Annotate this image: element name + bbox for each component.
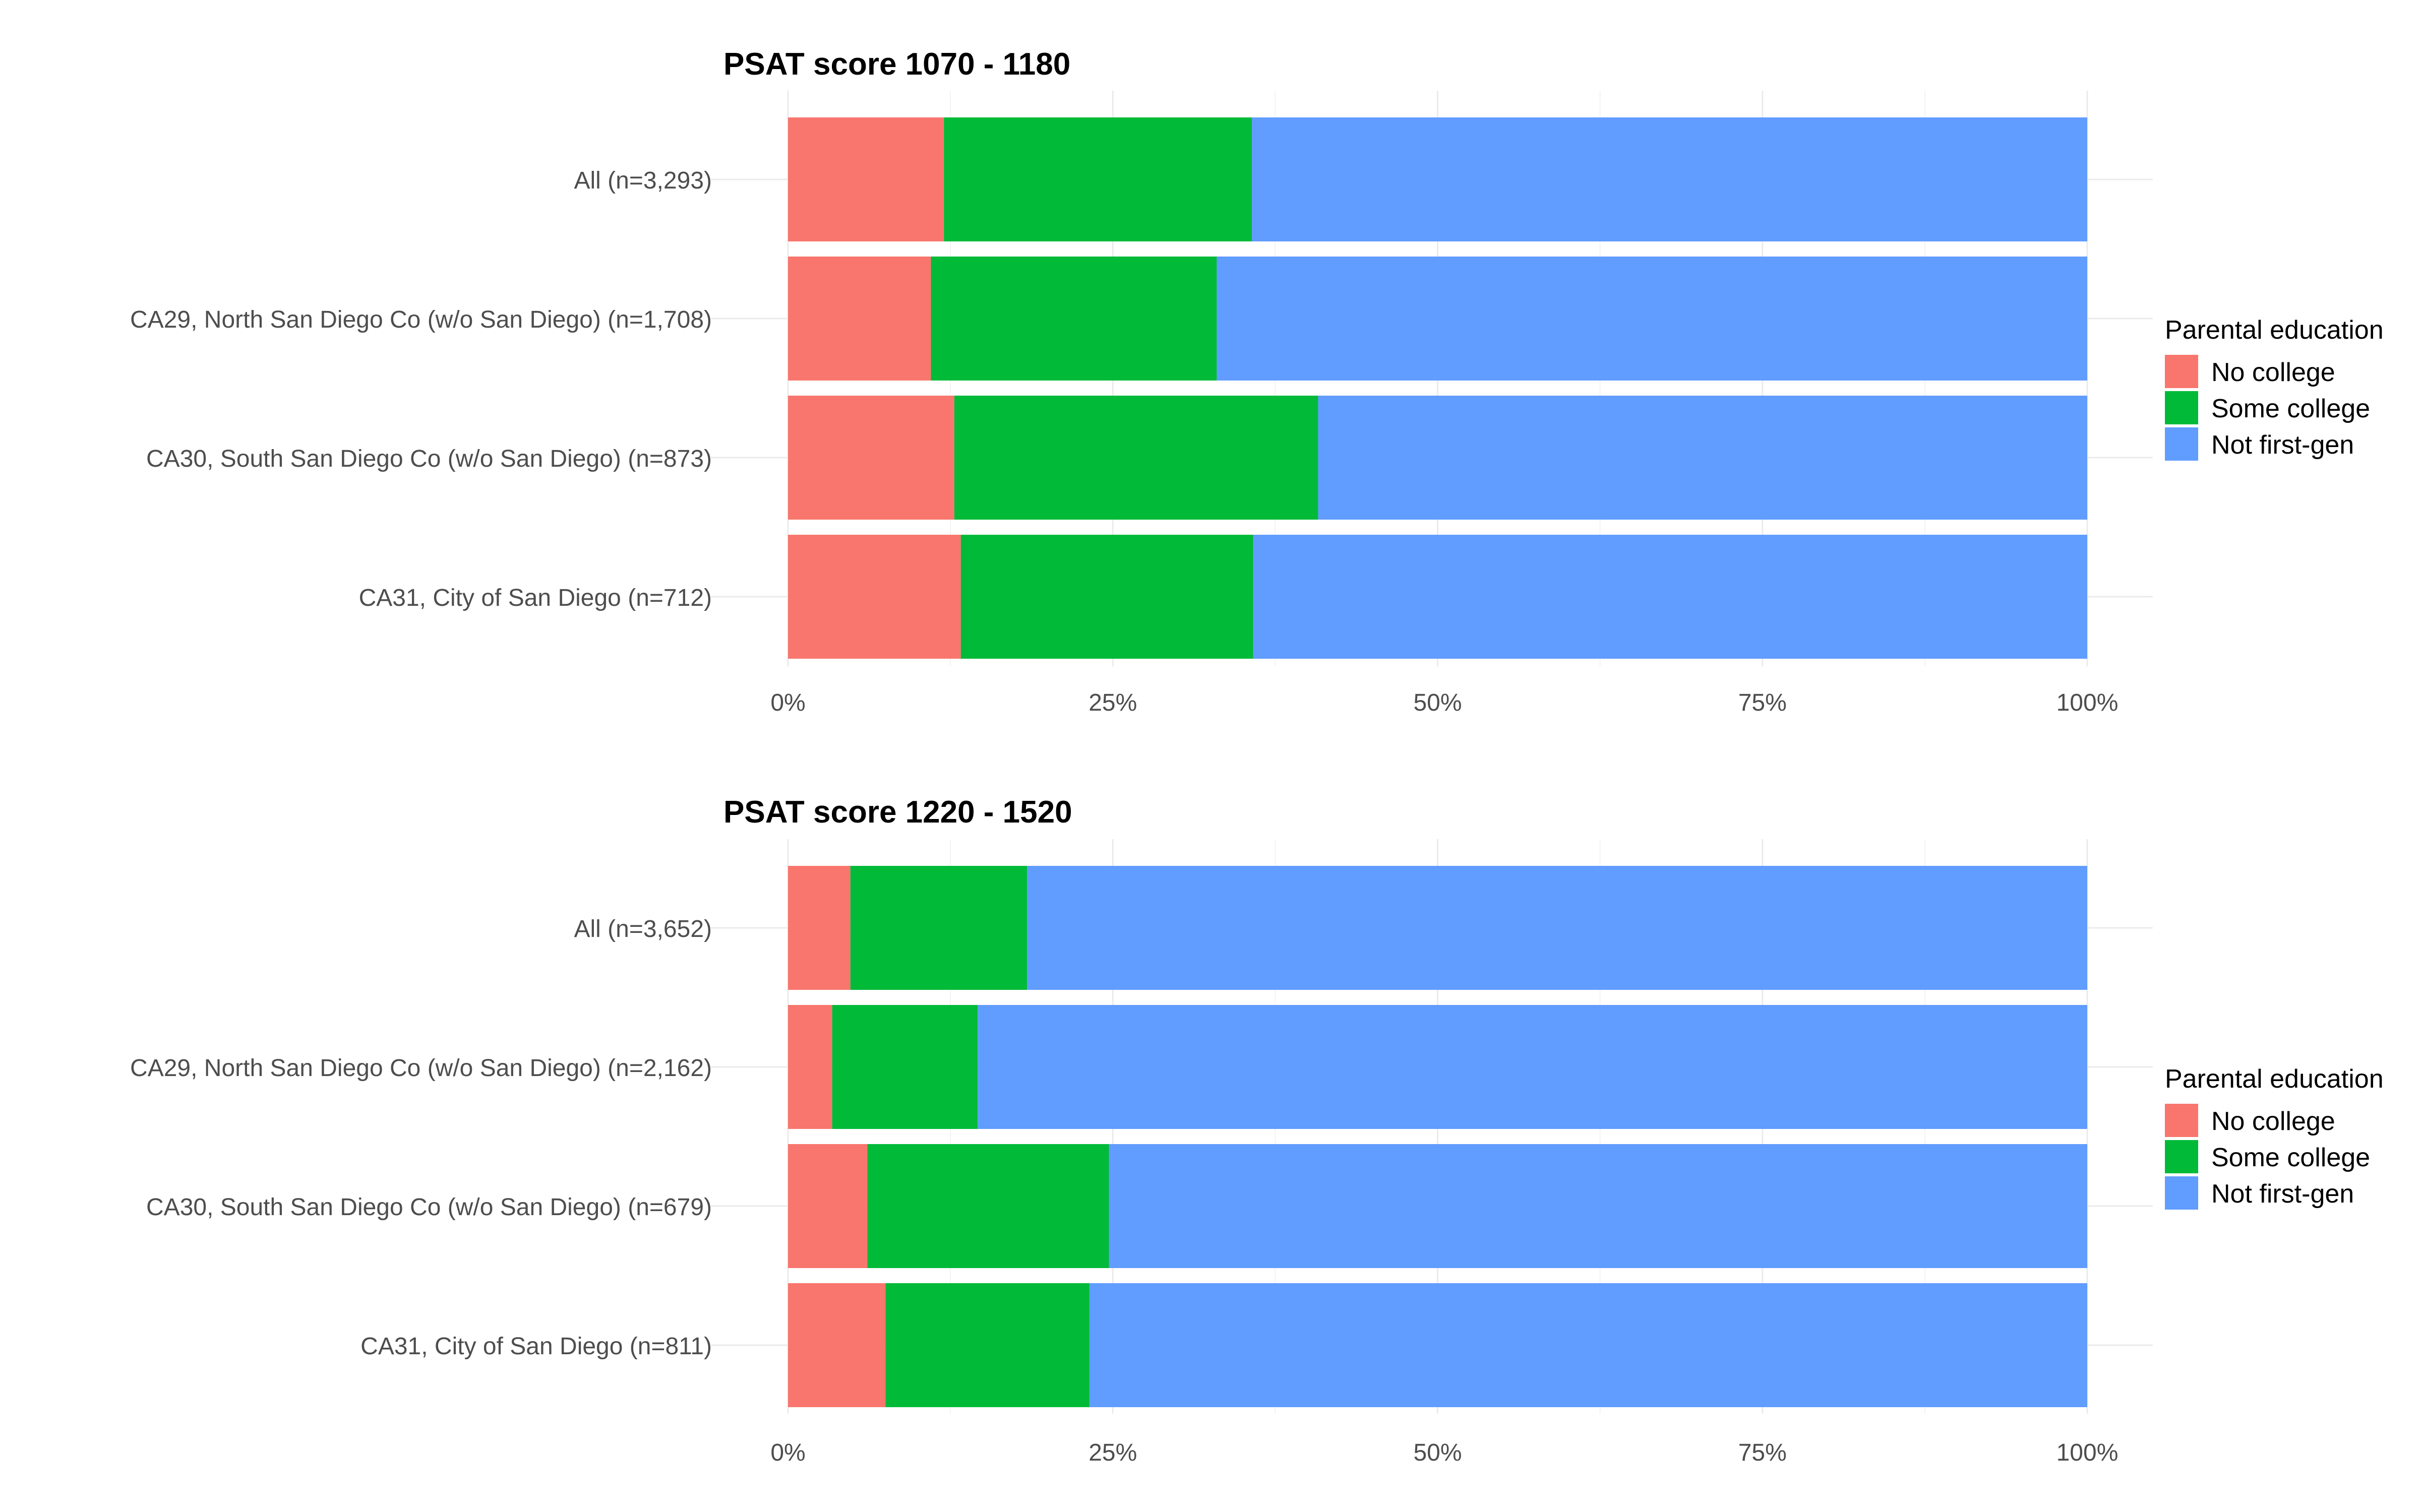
- bar-segment-not-first-gen-3: [1253, 535, 2087, 659]
- legend-label: Not first-gen: [2211, 1179, 2354, 1209]
- legend-label: No college: [2211, 358, 2335, 387]
- bar-segment-not-first-gen-0: [1251, 117, 2087, 241]
- legend-swatch: [2165, 427, 2198, 461]
- legend: Parental education No college Some college…: [2165, 1064, 2384, 1210]
- bar-segment-some-college-1: [931, 257, 1217, 381]
- legend-label: Not first-gen: [2211, 430, 2354, 460]
- category-label: CA30, South San Diego Co (w/o San Diego)…: [146, 446, 712, 472]
- bar-segment-not-first-gen-2: [1109, 1144, 2087, 1268]
- x-tick-label: 25%: [1088, 689, 1137, 716]
- category-label: All (n=3,652): [574, 916, 712, 942]
- x-tick-label: 100%: [2056, 689, 2119, 716]
- x-tick-label: 75%: [1738, 1439, 1787, 1466]
- legend: Parental education No college Some college…: [2165, 316, 2384, 461]
- legend-label: Some college: [2211, 1143, 2370, 1172]
- category-label: CA31, City of San Diego (n=811): [360, 1333, 712, 1360]
- bar-segment-not-first-gen-3: [1089, 1283, 2087, 1407]
- bar-segment-no-college-3: [788, 535, 961, 659]
- category-label: CA29, North San Diego Co (w/o San Diego)…: [130, 1055, 712, 1082]
- panel-1: PSAT score 1070 - 1180 All (n=3,293) CA29,…: [130, 47, 2384, 716]
- bar-segment-some-college-2: [954, 396, 1318, 520]
- legend-swatch: [2165, 355, 2198, 388]
- x-tick-label: 50%: [1413, 1439, 1462, 1466]
- category-label: CA30, South San Diego Co (w/o San Diego)…: [146, 1194, 712, 1221]
- bar-segment-some-college-3: [885, 1283, 1090, 1407]
- legend-title: Parental education: [2165, 1064, 2384, 1094]
- category-label: CA29, North San Diego Co (w/o San Diego)…: [130, 306, 712, 333]
- category-label: All (n=3,293): [574, 167, 712, 194]
- bar-segment-some-college-0: [850, 866, 1027, 990]
- x-tick-label: 25%: [1088, 1439, 1137, 1466]
- legend-label: No college: [2211, 1107, 2335, 1136]
- category-label: CA31, City of San Diego (n=712): [359, 585, 712, 611]
- bar-segment-some-college-1: [832, 1005, 978, 1129]
- legend-swatch: [2165, 1104, 2198, 1137]
- bar-segment-no-college-1: [788, 1005, 832, 1129]
- bar-segment-some-college-2: [867, 1144, 1109, 1268]
- bar-segment-not-first-gen-2: [1318, 396, 2087, 520]
- x-tick-label: 0%: [770, 1439, 805, 1466]
- bar-segment-no-college-3: [788, 1283, 886, 1407]
- bar-segment-no-college-0: [788, 866, 851, 990]
- panel-title: PSAT score 1070 - 1180: [723, 47, 1070, 82]
- x-tick-label: 75%: [1738, 689, 1787, 716]
- bar-segment-no-college-2: [788, 1144, 868, 1268]
- x-tick-label: 100%: [2056, 1439, 2119, 1466]
- legend-swatch: [2165, 1176, 2198, 1210]
- panel-2: PSAT score 1220 - 1520 All (n=3,652) CA29,…: [130, 795, 2384, 1466]
- bar-segment-not-first-gen-1: [978, 1005, 2087, 1129]
- bar-segment-no-college-0: [788, 117, 944, 241]
- bar-segment-not-first-gen-1: [1217, 257, 2087, 381]
- legend-label: Some college: [2211, 394, 2370, 423]
- legend-swatch: [2165, 391, 2198, 424]
- bar-segment-no-college-1: [788, 257, 931, 381]
- bar-segment-some-college-3: [960, 535, 1253, 659]
- bar-segment-not-first-gen-0: [1027, 866, 2087, 990]
- x-tick-label: 0%: [770, 689, 805, 716]
- bar-segment-some-college-0: [944, 117, 1252, 241]
- legend-swatch: [2165, 1140, 2198, 1173]
- x-tick-label: 50%: [1413, 689, 1462, 716]
- legend-title: Parental education: [2165, 316, 2384, 345]
- bar-segment-no-college-2: [788, 396, 954, 520]
- panel-title: PSAT score 1220 - 1520: [723, 795, 1072, 830]
